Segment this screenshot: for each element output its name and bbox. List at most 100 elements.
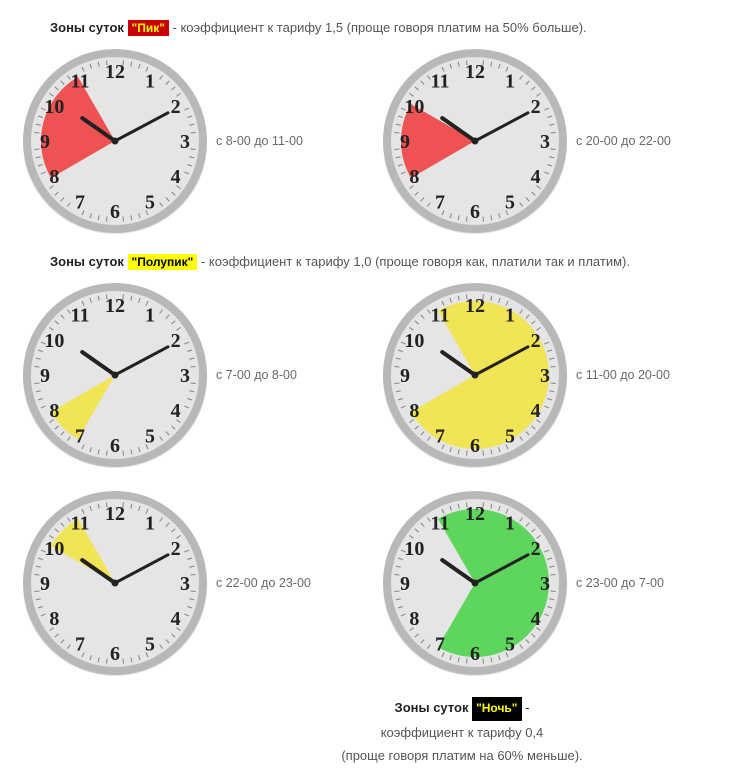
- svg-text:12: 12: [105, 61, 125, 83]
- svg-text:9: 9: [400, 131, 410, 153]
- svg-text:3: 3: [180, 573, 190, 595]
- svg-text:5: 5: [505, 192, 515, 214]
- night-col: 123456789101112 с 23-00 до 7-00: [380, 488, 720, 678]
- svg-text:2: 2: [171, 96, 181, 118]
- peak-col-1: 123456789101112 с 8-00 до 11-00: [20, 46, 380, 236]
- half-col-3: 123456789101112 с 22-00 до 23-00: [20, 488, 380, 678]
- clock-night: 123456789101112: [380, 488, 570, 678]
- svg-text:6: 6: [110, 643, 120, 665]
- svg-text:9: 9: [40, 365, 50, 387]
- night-badge: "Ночь": [472, 697, 521, 721]
- svg-text:12: 12: [105, 295, 125, 317]
- night-prefix: Зоны суток: [395, 700, 473, 715]
- svg-text:2: 2: [531, 330, 541, 352]
- peak-rest: - коэффициент к тарифу 1,5 (проще говоря…: [169, 20, 587, 35]
- svg-text:12: 12: [465, 61, 485, 83]
- svg-text:3: 3: [180, 131, 190, 153]
- svg-text:5: 5: [145, 192, 155, 214]
- svg-text:10: 10: [44, 96, 64, 118]
- svg-text:3: 3: [540, 131, 550, 153]
- svg-text:5: 5: [505, 426, 515, 448]
- clock-caption: с 11-00 до 20-00: [576, 368, 670, 382]
- night-line-2: коэффициент к тарифу 0,4: [200, 721, 724, 744]
- svg-text:7: 7: [435, 426, 445, 448]
- svg-text:2: 2: [531, 538, 541, 560]
- half-prefix: Зоны суток: [50, 254, 128, 269]
- svg-text:12: 12: [465, 295, 485, 317]
- svg-text:1: 1: [505, 304, 515, 326]
- svg-text:9: 9: [400, 573, 410, 595]
- svg-text:8: 8: [49, 166, 59, 188]
- svg-text:7: 7: [435, 192, 445, 214]
- clock-caption: с 23-00 до 7-00: [576, 576, 664, 590]
- svg-text:6: 6: [470, 201, 480, 223]
- svg-text:1: 1: [145, 70, 155, 92]
- half-row-2: 123456789101112 с 22-00 до 23-00 1234567…: [20, 488, 724, 678]
- clock-caption: с 8-00 до 11-00: [216, 134, 303, 148]
- svg-text:6: 6: [110, 435, 120, 457]
- half-rest: - коэффициент к тарифу 1,0 (проще говоря…: [197, 254, 630, 269]
- svg-text:5: 5: [145, 634, 155, 656]
- clock-half-2: 123456789101112: [380, 280, 570, 470]
- svg-text:8: 8: [409, 166, 419, 188]
- svg-text:3: 3: [540, 573, 550, 595]
- svg-text:7: 7: [75, 634, 85, 656]
- clock-caption: с 22-00 до 23-00: [216, 576, 311, 590]
- svg-text:4: 4: [171, 166, 181, 188]
- svg-text:8: 8: [49, 400, 59, 422]
- half-row-1: 123456789101112 с 7-00 до 8-00 123456789…: [20, 280, 724, 470]
- svg-text:1: 1: [505, 70, 515, 92]
- night-line-3: (проще говоря платим на 60% меньше).: [200, 744, 724, 767]
- half-badge: "Полупик": [128, 254, 198, 270]
- svg-text:4: 4: [171, 400, 181, 422]
- svg-text:11: 11: [431, 512, 450, 534]
- svg-text:10: 10: [404, 96, 424, 118]
- svg-text:1: 1: [505, 512, 515, 534]
- peak-title: Зоны суток "Пик" - коэффициент к тарифу …: [50, 20, 724, 36]
- clock-caption: с 7-00 до 8-00: [216, 368, 297, 382]
- svg-text:4: 4: [171, 608, 181, 630]
- svg-text:5: 5: [145, 426, 155, 448]
- half-title: Зоны суток "Полупик" - коэффициент к тар…: [50, 254, 724, 270]
- clock-peak-evening: 123456789101112: [380, 46, 570, 236]
- clock-half-3: 123456789101112: [20, 488, 210, 678]
- svg-text:8: 8: [49, 608, 59, 630]
- svg-text:7: 7: [435, 634, 445, 656]
- svg-text:10: 10: [44, 330, 64, 352]
- svg-text:9: 9: [40, 573, 50, 595]
- svg-text:1: 1: [145, 512, 155, 534]
- svg-text:8: 8: [409, 400, 419, 422]
- svg-text:2: 2: [171, 538, 181, 560]
- clock-peak-morning: 123456789101112: [20, 46, 210, 236]
- svg-text:7: 7: [75, 192, 85, 214]
- svg-text:5: 5: [505, 634, 515, 656]
- svg-text:9: 9: [400, 365, 410, 387]
- peak-badge: "Пик": [128, 20, 169, 36]
- svg-text:7: 7: [75, 426, 85, 448]
- svg-text:10: 10: [404, 330, 424, 352]
- night-rest: -: [522, 700, 530, 715]
- svg-text:1: 1: [145, 304, 155, 326]
- svg-text:4: 4: [531, 608, 541, 630]
- svg-text:6: 6: [470, 435, 480, 457]
- svg-text:3: 3: [540, 365, 550, 387]
- svg-text:3: 3: [180, 365, 190, 387]
- svg-text:11: 11: [71, 70, 90, 92]
- peak-col-2: 123456789101112 с 20-00 до 22-00: [380, 46, 720, 236]
- svg-text:6: 6: [110, 201, 120, 223]
- svg-text:12: 12: [465, 503, 485, 525]
- clock-half-1: 123456789101112: [20, 280, 210, 470]
- night-line-1: Зоны суток "Ночь" -: [200, 696, 724, 721]
- svg-text:9: 9: [40, 131, 50, 153]
- svg-text:10: 10: [44, 538, 64, 560]
- svg-text:4: 4: [531, 400, 541, 422]
- svg-text:4: 4: [531, 166, 541, 188]
- half-col-2: 123456789101112 с 11-00 до 20-00: [380, 280, 720, 470]
- night-footer: Зоны суток "Ночь" - коэффициент к тарифу…: [200, 696, 724, 767]
- svg-text:12: 12: [105, 503, 125, 525]
- clock-caption: с 20-00 до 22-00: [576, 134, 671, 148]
- svg-text:11: 11: [431, 70, 450, 92]
- peak-row: 123456789101112 с 8-00 до 11-00 12345678…: [20, 46, 724, 236]
- svg-text:10: 10: [404, 538, 424, 560]
- peak-prefix: Зоны суток: [50, 20, 128, 35]
